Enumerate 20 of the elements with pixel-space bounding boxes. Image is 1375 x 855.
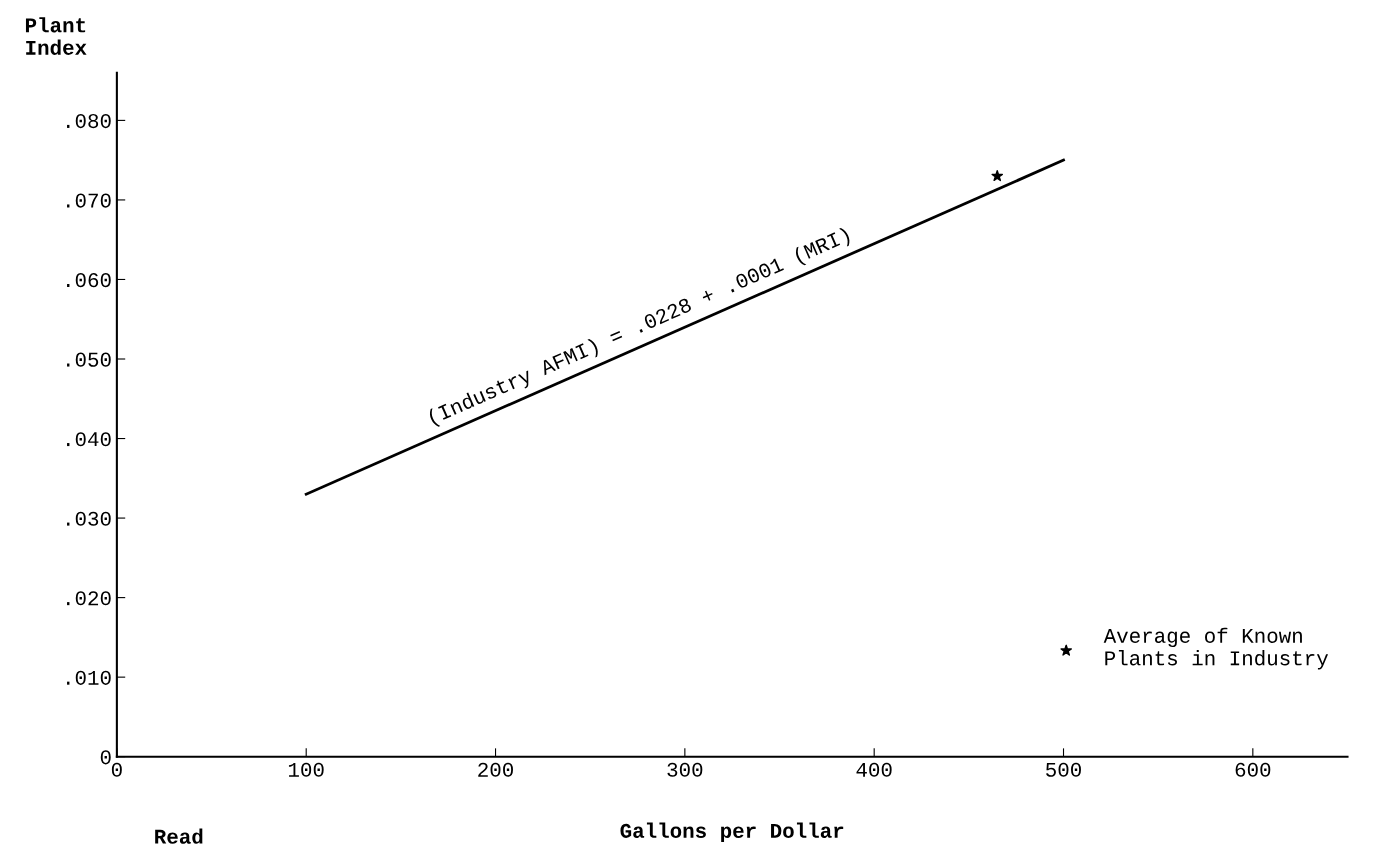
y-tick-label: .010 <box>67 670 111 685</box>
y-axis-title: Plant Index <box>25 17 87 55</box>
text: Read <box>155 828 203 844</box>
x-tick-label: 400 <box>856 762 892 777</box>
y-tick-label: .030 <box>67 511 111 526</box>
y-tick-label: .040 <box>67 432 111 447</box>
x-tick-label: 0 <box>111 762 122 777</box>
legend-label: Average of Known Plants in Industry <box>1103 627 1329 670</box>
x-tick-label: 100 <box>288 762 324 777</box>
y-tick-label: .050 <box>67 352 111 367</box>
x-tick-label: 600 <box>1235 762 1271 777</box>
x-axis-title: Gallons per Dollar <box>620 822 844 843</box>
x-tick-label: 500 <box>1046 762 1081 777</box>
y-tick-label: .060 <box>67 273 111 288</box>
y-tick-label: .070 <box>67 193 111 208</box>
y-tick-label: 0 <box>100 750 111 765</box>
y-tick-label: .020 <box>67 591 111 606</box>
x-tick-label: 300 <box>667 762 703 777</box>
y-tick-label: .080 <box>67 114 111 129</box>
x-tick-label: 200 <box>478 762 513 777</box>
